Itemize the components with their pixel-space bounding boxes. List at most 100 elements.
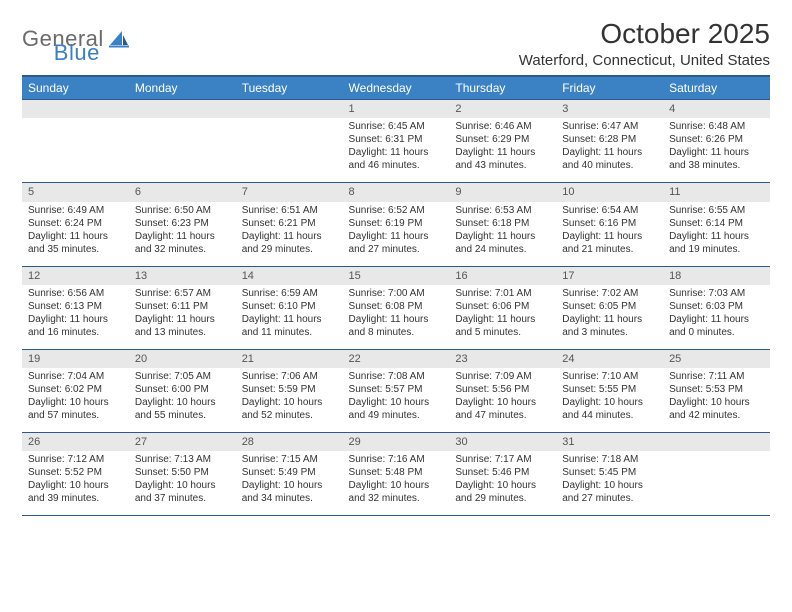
day-cell: Sunrise: 6:47 AMSunset: 6:28 PMDaylight:… [556, 118, 663, 183]
sunrise-text: Sunrise: 6:54 AM [562, 204, 657, 217]
day-number: 29 [343, 433, 450, 452]
sunrise-text: Sunrise: 6:48 AM [669, 120, 764, 133]
daylight-text-2: and 24 minutes. [455, 243, 550, 256]
day-number: 19 [22, 349, 129, 368]
daylight-text-1: Daylight: 10 hours [135, 479, 230, 492]
sunrise-text: Sunrise: 7:16 AM [349, 453, 444, 466]
day-cell: Sunrise: 7:15 AMSunset: 5:49 PMDaylight:… [236, 451, 343, 516]
day-cell [129, 118, 236, 183]
daylight-text-2: and 29 minutes. [242, 243, 337, 256]
day-cell: Sunrise: 6:54 AMSunset: 6:16 PMDaylight:… [556, 202, 663, 267]
sunset-text: Sunset: 5:56 PM [455, 383, 550, 396]
detail-row: Sunrise: 6:56 AMSunset: 6:13 PMDaylight:… [22, 285, 770, 350]
sunset-text: Sunset: 6:21 PM [242, 217, 337, 230]
sunrise-text: Sunrise: 7:03 AM [669, 287, 764, 300]
daylight-text-1: Daylight: 10 hours [455, 396, 550, 409]
daylight-text-2: and 49 minutes. [349, 409, 444, 422]
daylight-text-2: and 16 minutes. [28, 326, 123, 339]
sunrise-text: Sunrise: 7:09 AM [455, 370, 550, 383]
day-number: 3 [556, 100, 663, 119]
daylight-text-1: Daylight: 11 hours [455, 230, 550, 243]
logo-sail-icon [108, 29, 130, 49]
daylight-text-1: Daylight: 10 hours [455, 479, 550, 492]
day-number [129, 100, 236, 119]
day-number: 28 [236, 433, 343, 452]
day-cell: Sunrise: 7:18 AMSunset: 5:45 PMDaylight:… [556, 451, 663, 516]
day-cell [236, 118, 343, 183]
daylight-text-1: Daylight: 10 hours [562, 479, 657, 492]
daynum-row: 19202122232425 [22, 349, 770, 368]
sunset-text: Sunset: 6:23 PM [135, 217, 230, 230]
daylight-text-2: and 29 minutes. [455, 492, 550, 505]
day-header: Sunday [22, 76, 129, 100]
day-header: Saturday [663, 76, 770, 100]
daylight-text-2: and 8 minutes. [349, 326, 444, 339]
day-number: 25 [663, 349, 770, 368]
sunrise-text: Sunrise: 7:12 AM [28, 453, 123, 466]
sunrise-text: Sunrise: 6:59 AM [242, 287, 337, 300]
day-cell: Sunrise: 7:17 AMSunset: 5:46 PMDaylight:… [449, 451, 556, 516]
day-header: Thursday [449, 76, 556, 100]
daylight-text-1: Daylight: 11 hours [28, 230, 123, 243]
sunset-text: Sunset: 6:10 PM [242, 300, 337, 313]
day-number: 16 [449, 266, 556, 285]
sunset-text: Sunset: 6:05 PM [562, 300, 657, 313]
sunrise-text: Sunrise: 7:13 AM [135, 453, 230, 466]
day-cell: Sunrise: 7:13 AMSunset: 5:50 PMDaylight:… [129, 451, 236, 516]
daynum-row: 1234 [22, 100, 770, 119]
sunset-text: Sunset: 6:29 PM [455, 133, 550, 146]
sunset-text: Sunset: 6:00 PM [135, 383, 230, 396]
sunset-text: Sunset: 6:16 PM [562, 217, 657, 230]
day-cell [663, 451, 770, 516]
day-number: 20 [129, 349, 236, 368]
header: General Blue October 2025 Waterford, Con… [22, 18, 770, 69]
daylight-text-1: Daylight: 11 hours [242, 230, 337, 243]
day-number: 27 [129, 433, 236, 452]
day-number: 12 [22, 266, 129, 285]
day-number [22, 100, 129, 119]
daylight-text-2: and 46 minutes. [349, 159, 444, 172]
day-cell: Sunrise: 6:50 AMSunset: 6:23 PMDaylight:… [129, 202, 236, 267]
daylight-text-2: and 43 minutes. [455, 159, 550, 172]
day-cell: Sunrise: 7:11 AMSunset: 5:53 PMDaylight:… [663, 368, 770, 433]
sunset-text: Sunset: 5:52 PM [28, 466, 123, 479]
calendar-table: Sunday Monday Tuesday Wednesday Thursday… [22, 75, 770, 516]
sunset-text: Sunset: 5:57 PM [349, 383, 444, 396]
daylight-text-2: and 32 minutes. [349, 492, 444, 505]
day-header: Wednesday [343, 76, 450, 100]
daylight-text-1: Daylight: 11 hours [349, 230, 444, 243]
calendar-page: General Blue October 2025 Waterford, Con… [0, 0, 792, 516]
day-cell: Sunrise: 7:01 AMSunset: 6:06 PMDaylight:… [449, 285, 556, 350]
day-cell: Sunrise: 6:53 AMSunset: 6:18 PMDaylight:… [449, 202, 556, 267]
day-number: 26 [22, 433, 129, 452]
daylight-text-2: and 47 minutes. [455, 409, 550, 422]
day-number: 11 [663, 183, 770, 202]
day-number: 24 [556, 349, 663, 368]
day-cell: Sunrise: 7:03 AMSunset: 6:03 PMDaylight:… [663, 285, 770, 350]
logo: General Blue [22, 18, 176, 52]
daylight-text-2: and 0 minutes. [669, 326, 764, 339]
sunrise-text: Sunrise: 7:01 AM [455, 287, 550, 300]
day-header: Friday [556, 76, 663, 100]
day-cell: Sunrise: 6:59 AMSunset: 6:10 PMDaylight:… [236, 285, 343, 350]
daylight-text-2: and 55 minutes. [135, 409, 230, 422]
sunrise-text: Sunrise: 7:15 AM [242, 453, 337, 466]
daylight-text-1: Daylight: 10 hours [349, 479, 444, 492]
daylight-text-1: Daylight: 10 hours [135, 396, 230, 409]
daylight-text-1: Daylight: 11 hours [242, 313, 337, 326]
daylight-text-1: Daylight: 11 hours [562, 313, 657, 326]
sunset-text: Sunset: 5:45 PM [562, 466, 657, 479]
day-number: 17 [556, 266, 663, 285]
day-header: Tuesday [236, 76, 343, 100]
sunset-text: Sunset: 6:31 PM [349, 133, 444, 146]
sunrise-text: Sunrise: 6:55 AM [669, 204, 764, 217]
day-cell: Sunrise: 6:49 AMSunset: 6:24 PMDaylight:… [22, 202, 129, 267]
sunset-text: Sunset: 6:19 PM [349, 217, 444, 230]
day-cell: Sunrise: 7:02 AMSunset: 6:05 PMDaylight:… [556, 285, 663, 350]
sunset-text: Sunset: 6:28 PM [562, 133, 657, 146]
day-number: 21 [236, 349, 343, 368]
daylight-text-2: and 21 minutes. [562, 243, 657, 256]
daylight-text-1: Daylight: 11 hours [28, 313, 123, 326]
day-number: 5 [22, 183, 129, 202]
sunrise-text: Sunrise: 6:52 AM [349, 204, 444, 217]
